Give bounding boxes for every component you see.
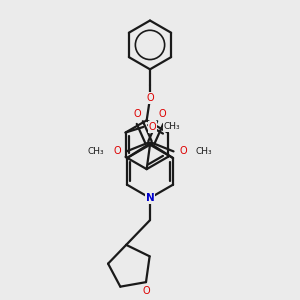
Text: O: O (146, 93, 154, 103)
Text: CH₃: CH₃ (163, 122, 180, 131)
Text: CH₃: CH₃ (88, 147, 104, 156)
Text: O: O (159, 109, 166, 119)
Text: CH₃: CH₃ (196, 147, 212, 156)
Text: O: O (142, 286, 150, 296)
Text: O: O (149, 122, 157, 132)
Text: O: O (134, 109, 141, 119)
Text: O: O (113, 146, 121, 156)
Text: O: O (179, 146, 187, 156)
Text: N: N (146, 193, 154, 203)
